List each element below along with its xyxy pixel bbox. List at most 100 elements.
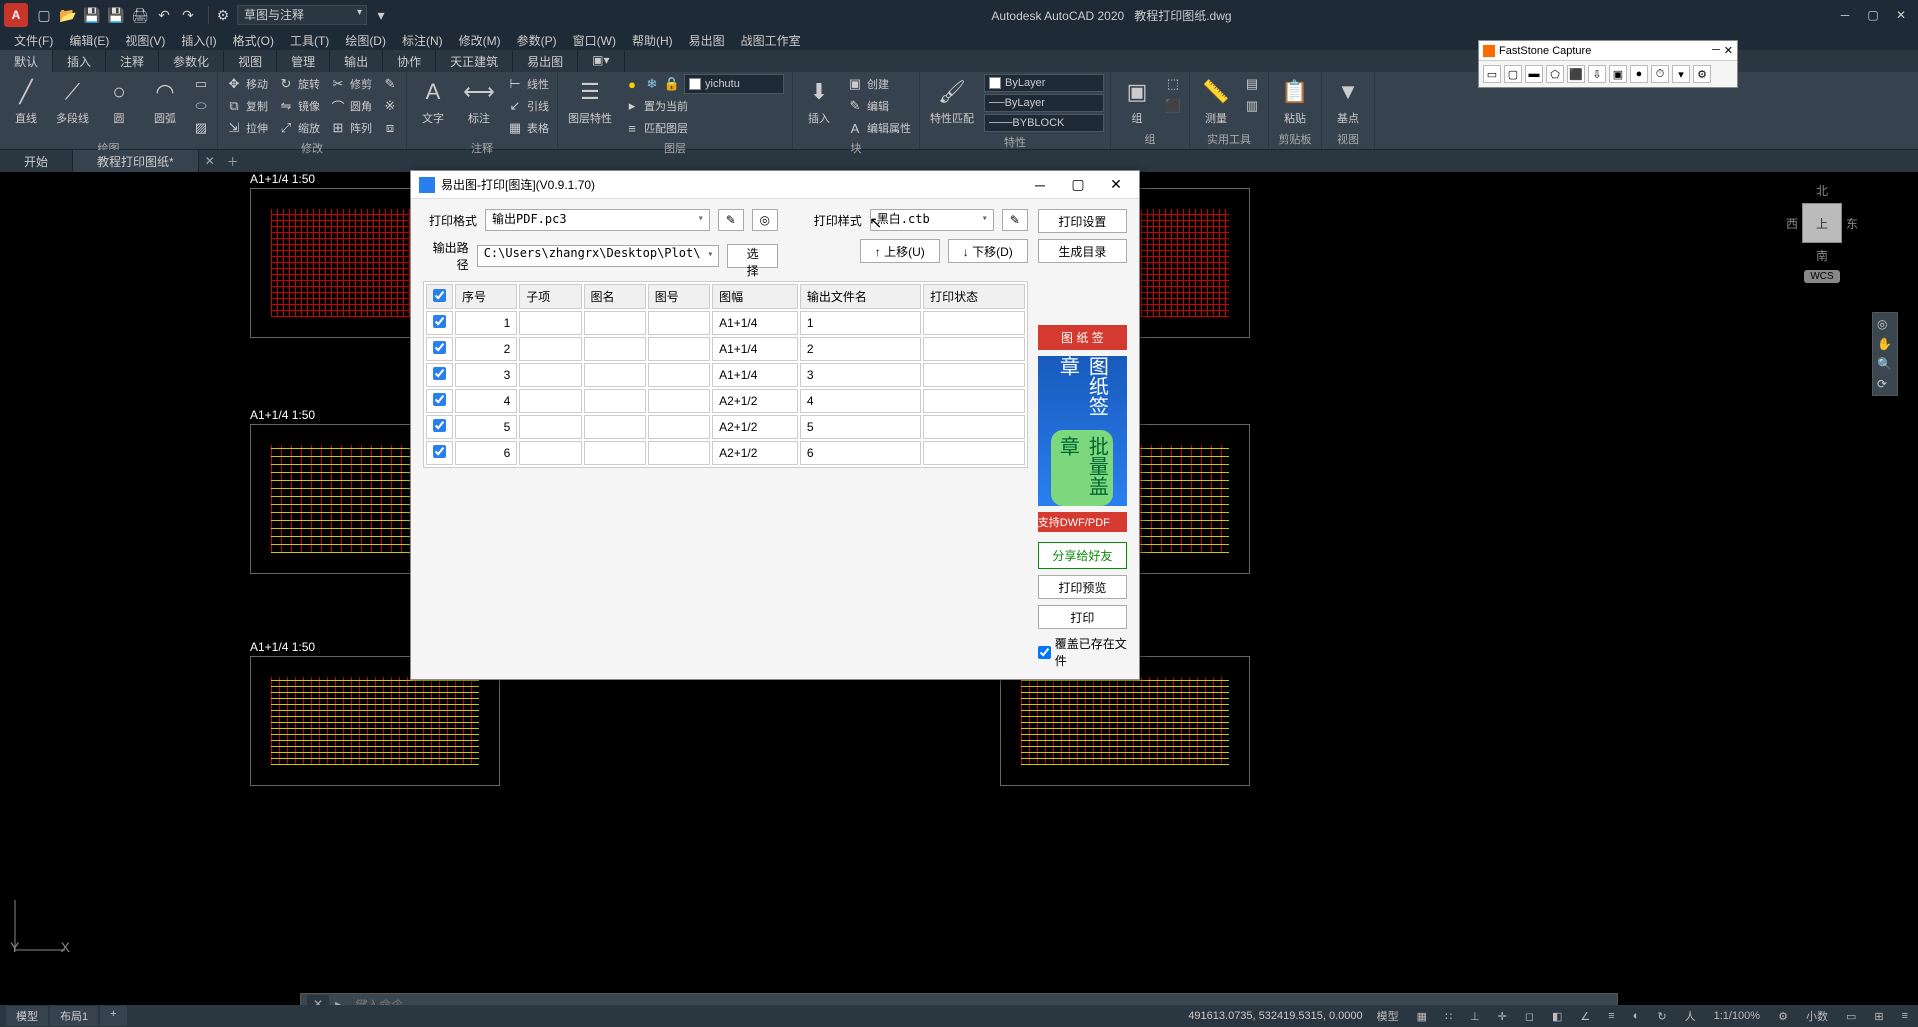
offset-icon[interactable]: ⧈ (380, 118, 400, 138)
arc-button[interactable]: ◠圆弧 (145, 74, 185, 128)
sb-ortho-icon[interactable]: ⊥ (1466, 1010, 1484, 1023)
app-logo[interactable]: A (4, 3, 28, 27)
format-combo[interactable]: 输出PDF.pc3 (485, 209, 710, 231)
faststone-window[interactable]: FastStone Capture ─✕ ▭ ▢ ▬ ⬠ ⬛ ⇩ ▣ ● ⏱ ▾… (1478, 40, 1738, 88)
qat-more-icon[interactable]: ▾ (371, 5, 391, 25)
basepoint-button[interactable]: ▼基点 (1328, 74, 1368, 128)
layer-combo[interactable]: yichutu (684, 74, 784, 94)
group-edit-icon[interactable]: ⬚ (1163, 74, 1183, 94)
saveas-icon[interactable]: 💾 (106, 5, 126, 25)
menu-edit[interactable]: 编辑(E) (63, 30, 115, 50)
model-tab[interactable]: 模型 (6, 1006, 48, 1026)
tab-annotate[interactable]: 注释 (106, 50, 159, 72)
sb-customize-icon[interactable]: ≡ (1898, 1010, 1912, 1022)
block-attr-button[interactable]: A编辑属性 (845, 118, 913, 138)
mirror-button[interactable]: ⇋镜像 (276, 96, 322, 116)
sb-gear-icon[interactable]: ⚙ (1774, 1010, 1792, 1023)
measure-button[interactable]: 📏测量 (1196, 74, 1236, 128)
workspace-combo[interactable]: 草图与注释 (237, 5, 367, 25)
menu-zhantu[interactable]: 战图工作室 (735, 30, 807, 50)
fs-capture-fixed-icon[interactable]: ▣ (1609, 65, 1627, 83)
row-checkbox[interactable] (433, 367, 446, 380)
menu-help[interactable]: 帮助(H) (626, 30, 679, 50)
row-checkbox[interactable] (433, 341, 446, 354)
menu-draw[interactable]: 绘图(D) (339, 30, 392, 50)
fs-delay-icon[interactable]: ⏱ (1651, 65, 1669, 83)
fs-minimize-button[interactable]: ─ (1712, 44, 1720, 57)
menu-dim[interactable]: 标注(N) (396, 30, 449, 50)
sb-iso-icon[interactable]: ▭ (1842, 1010, 1860, 1023)
erase-icon[interactable]: ✎ (380, 74, 400, 94)
tab-default[interactable]: 默认 (0, 50, 53, 72)
sb-snap-icon[interactable]: ∷ (1441, 1010, 1456, 1023)
tab-view[interactable]: 视图 (224, 50, 277, 72)
sb-annoscale-icon[interactable]: 人 (1681, 1008, 1700, 1024)
text-button[interactable]: A文字 (413, 74, 453, 128)
fs-record-icon[interactable]: ● (1630, 65, 1648, 83)
menu-format[interactable]: 格式(O) (227, 30, 280, 50)
fs-settings-icon[interactable]: ⚙ (1693, 65, 1711, 83)
rotate-button[interactable]: ↻旋转 (276, 74, 322, 94)
tab-param[interactable]: 参数化 (159, 50, 224, 72)
sb-scale-readout[interactable]: 1:1/100% (1710, 1010, 1764, 1022)
sb-transparency-icon[interactable]: ◐ (1629, 1010, 1644, 1022)
tab-tz[interactable]: 天正建筑 (436, 50, 513, 72)
format-edit-icon[interactable]: ✎ (718, 209, 744, 231)
layout-add-button[interactable]: + (100, 1006, 126, 1026)
tab-collab[interactable]: 协作 (383, 50, 436, 72)
fs-capture-full-icon[interactable]: ⬛ (1567, 65, 1585, 83)
viewcube-top[interactable]: 上 (1802, 203, 1842, 243)
block-edit-button[interactable]: ✎编辑 (845, 96, 913, 116)
menu-file[interactable]: 文件(F) (8, 30, 59, 50)
select-all-checkbox[interactable] (433, 289, 446, 302)
sb-units-readout[interactable]: 小数 (1802, 1008, 1832, 1024)
dimension-button[interactable]: ⟷标注 (459, 74, 499, 128)
nav-pan-icon[interactable]: ✋ (1877, 337, 1893, 351)
menu-modify[interactable]: 修改(M) (453, 30, 507, 50)
table-row[interactable]: 3A1+1/43 (426, 363, 1025, 387)
sb-polar-icon[interactable]: ✛ (1494, 1010, 1511, 1023)
style-combo[interactable]: 黑白.ctb (870, 209, 994, 231)
menu-yichutu[interactable]: 易出图 (683, 30, 731, 50)
menu-tools[interactable]: 工具(T) (284, 30, 335, 50)
linetype-combo[interactable]: ─── BYBLOCK (984, 114, 1104, 132)
close-button[interactable]: ✕ (1888, 4, 1914, 26)
tab-output[interactable]: 输出 (330, 50, 383, 72)
doc-add-icon[interactable]: ＋ (221, 153, 245, 170)
ellipse-icon[interactable]: ⬭ (191, 96, 211, 116)
group-button[interactable]: ▣组 (1117, 74, 1157, 128)
block-insert-button[interactable]: ⬇插入 (799, 74, 839, 128)
nav-orbit-icon[interactable]: ⟳ (1877, 377, 1893, 391)
sb-osnap-icon[interactable]: ◻ (1521, 1010, 1538, 1023)
sb-3dosnap-icon[interactable]: ◧ (1548, 1010, 1566, 1023)
color-combo[interactable]: ByLayer (984, 74, 1104, 92)
preview-button[interactable]: 打印预览 (1038, 575, 1127, 599)
row-checkbox[interactable] (433, 419, 446, 432)
table-row[interactable]: 6A2+1/26 (426, 441, 1025, 465)
new-icon[interactable]: ▢ (34, 5, 54, 25)
sb-grid-icon[interactable]: ▦ (1413, 1010, 1431, 1023)
ad-image[interactable]: 图纸签章 批量盖章 (1038, 356, 1127, 506)
path-combo[interactable]: C:\Users\zhangrx\Desktop\Plot\ (477, 245, 720, 267)
hatch-icon[interactable]: ▨ (191, 118, 211, 138)
nav-wheel-icon[interactable]: ◎ (1877, 317, 1893, 331)
layout-tab[interactable]: 布局1 (50, 1006, 98, 1026)
undo-icon[interactable]: ↶ (154, 5, 174, 25)
format-target-icon[interactable]: ◎ (752, 209, 778, 231)
calc-icon[interactable]: ▤ (1242, 74, 1262, 94)
match-props-button[interactable]: 🖌特性匹配 (926, 74, 978, 128)
freeze-icon[interactable]: ❄ (644, 76, 660, 92)
tab-insert[interactable]: 插入 (53, 50, 106, 72)
dialog-minimize-button[interactable]: ─ (1025, 173, 1055, 197)
dialog-titlebar[interactable]: 易出图-打印[图连](V0.9.1.70) ─ ▢ ✕ (411, 171, 1139, 199)
print-setup-button[interactable]: 打印设置 (1038, 209, 1127, 233)
array-button[interactable]: ⊞阵列 (328, 118, 374, 138)
row-checkbox[interactable] (433, 445, 446, 458)
dialog-close-button[interactable]: ✕ (1101, 173, 1131, 197)
style-edit-icon[interactable]: ✎ (1002, 209, 1028, 231)
menu-view[interactable]: 视图(V) (119, 30, 171, 50)
save-icon[interactable]: 💾 (82, 5, 102, 25)
fs-capture-scroll-icon[interactable]: ⇩ (1588, 65, 1606, 83)
fs-capture-active-icon[interactable]: ▭ (1483, 65, 1501, 83)
sb-model-button[interactable]: 模型 (1373, 1008, 1403, 1024)
